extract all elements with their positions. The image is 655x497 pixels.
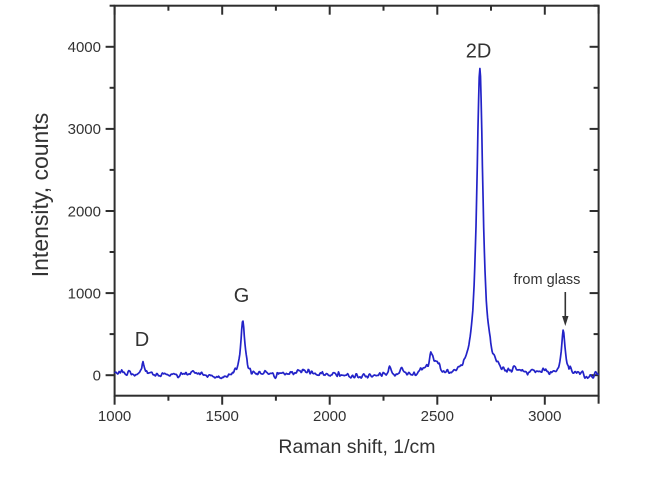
svg-text:3000: 3000 bbox=[68, 121, 101, 138]
svg-text:G: G bbox=[234, 285, 250, 307]
svg-text:from glass: from glass bbox=[514, 272, 581, 288]
svg-text:1000: 1000 bbox=[98, 408, 131, 425]
svg-text:D: D bbox=[135, 329, 149, 351]
svg-text:Raman shift, 1/cm: Raman shift, 1/cm bbox=[278, 436, 435, 458]
svg-text:1500: 1500 bbox=[206, 408, 239, 425]
svg-text:2500: 2500 bbox=[421, 408, 454, 425]
svg-text:Intensity, counts: Intensity, counts bbox=[27, 113, 53, 278]
svg-text:4000: 4000 bbox=[68, 39, 101, 56]
svg-text:1000: 1000 bbox=[68, 285, 101, 302]
svg-text:2D: 2D bbox=[466, 41, 492, 63]
svg-text:2000: 2000 bbox=[68, 203, 101, 220]
svg-text:0: 0 bbox=[93, 368, 101, 385]
svg-text:2000: 2000 bbox=[313, 408, 346, 425]
svg-text:3000: 3000 bbox=[528, 408, 561, 425]
